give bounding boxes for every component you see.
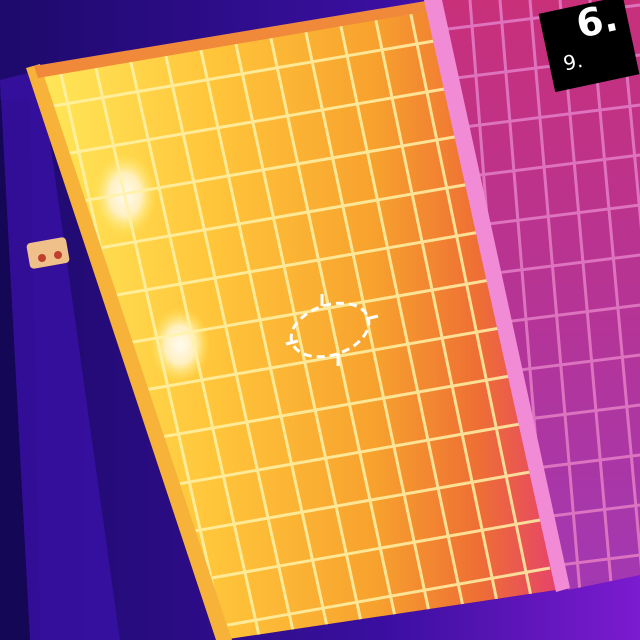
temperature-secondary: 9. — [561, 48, 585, 76]
crosshair-ellipse-icon — [285, 294, 379, 366]
temperature-value: 6. — [572, 0, 622, 47]
